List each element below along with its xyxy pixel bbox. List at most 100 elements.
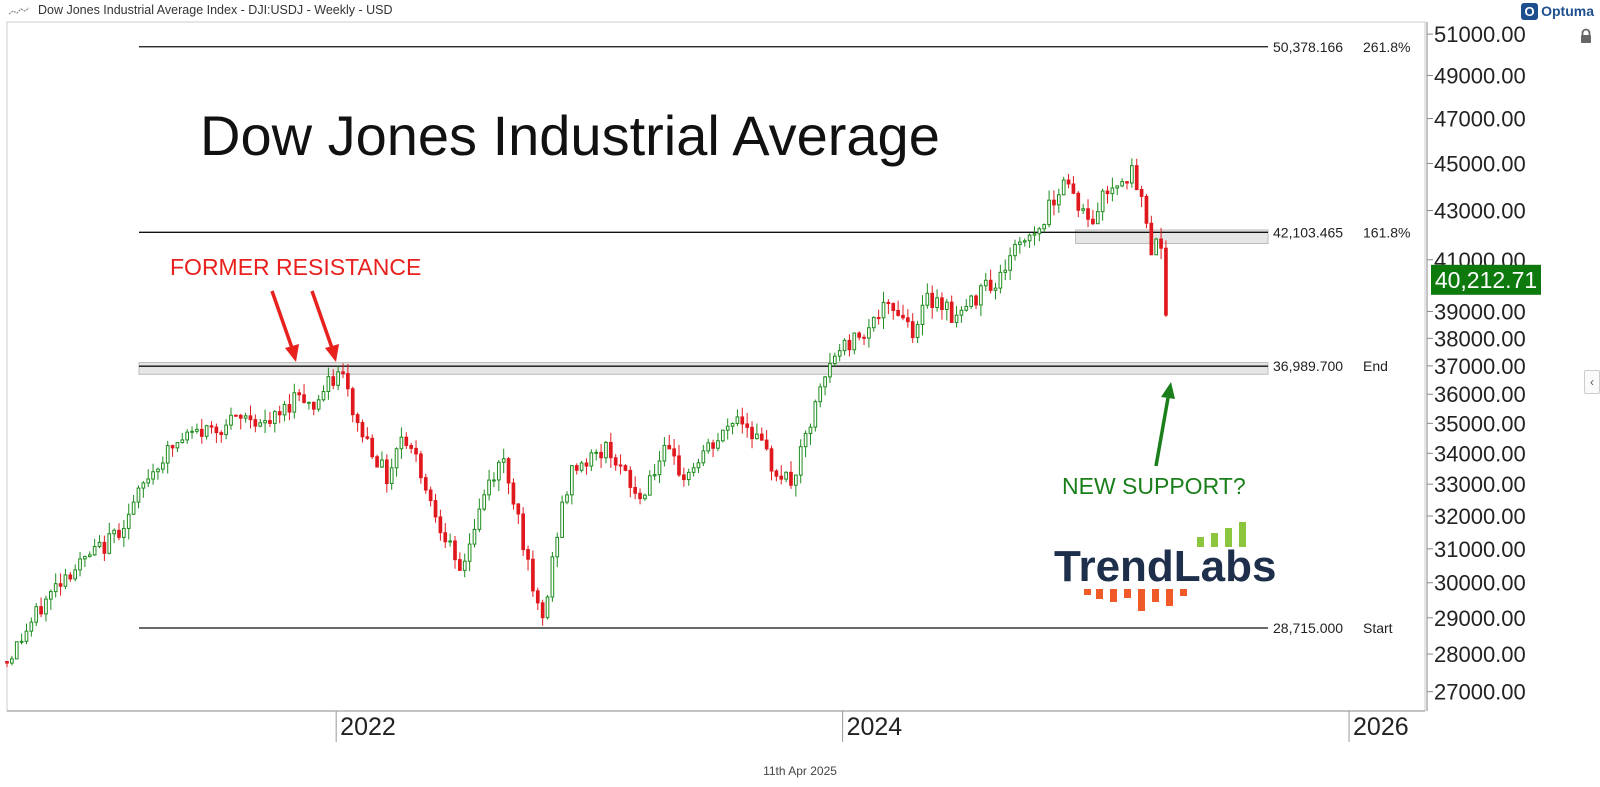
- candle[interactable]: [594, 449, 599, 461]
- candle[interactable]: [1125, 181, 1129, 190]
- candle[interactable]: [467, 533, 472, 572]
- candle[interactable]: [769, 445, 774, 481]
- candle[interactable]: [589, 449, 594, 472]
- candle[interactable]: [34, 602, 39, 627]
- candle[interactable]: [151, 463, 155, 485]
- candle[interactable]: [935, 289, 939, 312]
- candle[interactable]: [443, 522, 448, 548]
- candle[interactable]: [87, 551, 92, 558]
- candle[interactable]: [399, 427, 404, 459]
- candle[interactable]: [24, 623, 29, 645]
- candle[interactable]: [472, 519, 477, 548]
- candle[interactable]: [886, 299, 891, 315]
- candle[interactable]: [604, 440, 608, 464]
- candle[interactable]: [48, 589, 53, 610]
- candle[interactable]: [302, 384, 306, 404]
- candle[interactable]: [316, 394, 321, 412]
- candle[interactable]: [219, 430, 224, 443]
- candle[interactable]: [10, 655, 14, 666]
- candle[interactable]: [730, 422, 735, 435]
- candle[interactable]: [365, 427, 370, 440]
- candle[interactable]: [180, 433, 185, 444]
- candle[interactable]: [735, 409, 740, 427]
- candle[interactable]: [44, 595, 48, 622]
- candle[interactable]: [794, 474, 798, 497]
- candle[interactable]: [1042, 223, 1047, 233]
- candle[interactable]: [370, 434, 375, 459]
- candle[interactable]: [331, 369, 336, 390]
- candle[interactable]: [701, 444, 706, 467]
- candle[interactable]: [131, 494, 136, 515]
- candle[interactable]: [190, 426, 194, 439]
- candle[interactable]: [170, 444, 175, 457]
- candle[interactable]: [555, 532, 560, 568]
- candle[interactable]: [1154, 237, 1159, 256]
- candle[interactable]: [1115, 185, 1120, 196]
- candle[interactable]: [321, 385, 326, 402]
- candle[interactable]: [29, 617, 34, 637]
- candle[interactable]: [253, 414, 258, 433]
- candle[interactable]: [1081, 203, 1085, 215]
- candle[interactable]: [414, 440, 418, 463]
- candle[interactable]: [560, 495, 564, 538]
- candle[interactable]: [574, 463, 579, 475]
- candle[interactable]: [891, 302, 896, 320]
- candle[interactable]: [1066, 173, 1071, 189]
- candle[interactable]: [214, 423, 219, 444]
- candle[interactable]: [433, 493, 438, 523]
- candle[interactable]: [862, 334, 866, 345]
- candle[interactable]: [672, 439, 676, 465]
- candle[interactable]: [1003, 259, 1008, 281]
- candle[interactable]: [901, 304, 905, 321]
- candle[interactable]: [852, 332, 857, 355]
- candle[interactable]: [462, 553, 467, 578]
- candle[interactable]: [740, 407, 745, 434]
- candle[interactable]: [1149, 215, 1154, 256]
- candle[interactable]: [579, 460, 584, 473]
- candle[interactable]: [628, 466, 633, 498]
- candle[interactable]: [292, 383, 297, 419]
- candle[interactable]: [1095, 202, 1100, 225]
- candle[interactable]: [652, 463, 657, 481]
- candle[interactable]: [871, 316, 876, 332]
- candle[interactable]: [910, 313, 915, 343]
- candle[interactable]: [535, 587, 540, 611]
- candle[interactable]: [146, 469, 151, 487]
- candle[interactable]: [1091, 209, 1095, 226]
- candle[interactable]: [501, 448, 506, 474]
- candle[interactable]: [667, 434, 672, 450]
- candle[interactable]: [1139, 185, 1144, 208]
- candle[interactable]: [428, 486, 433, 507]
- candle[interactable]: [229, 407, 233, 430]
- candle[interactable]: [326, 367, 331, 400]
- candle[interactable]: [545, 594, 550, 620]
- candle[interactable]: [808, 423, 813, 445]
- candle[interactable]: [97, 535, 102, 549]
- candle[interactable]: [643, 493, 647, 501]
- candle[interactable]: [477, 498, 482, 533]
- candle[interactable]: [160, 456, 165, 474]
- candle[interactable]: [1105, 186, 1110, 204]
- candle[interactable]: [1008, 247, 1012, 281]
- candle[interactable]: [448, 533, 452, 547]
- candle[interactable]: [779, 465, 784, 485]
- candle[interactable]: [906, 309, 910, 328]
- candle[interactable]: [1061, 176, 1066, 196]
- candle[interactable]: [53, 573, 58, 598]
- candle[interactable]: [711, 439, 715, 458]
- candle[interactable]: [516, 502, 521, 524]
- candle[interactable]: [492, 472, 496, 488]
- candle[interactable]: [755, 423, 759, 440]
- candle[interactable]: [506, 457, 511, 495]
- candle[interactable]: [526, 545, 530, 571]
- candle[interactable]: [122, 520, 126, 547]
- candle[interactable]: [657, 450, 662, 484]
- candle[interactable]: [268, 411, 272, 428]
- candle[interactable]: [496, 460, 501, 492]
- candle[interactable]: [774, 469, 779, 482]
- candle[interactable]: [360, 419, 365, 443]
- candle[interactable]: [608, 432, 613, 468]
- candle[interactable]: [394, 447, 399, 477]
- candle[interactable]: [798, 439, 803, 484]
